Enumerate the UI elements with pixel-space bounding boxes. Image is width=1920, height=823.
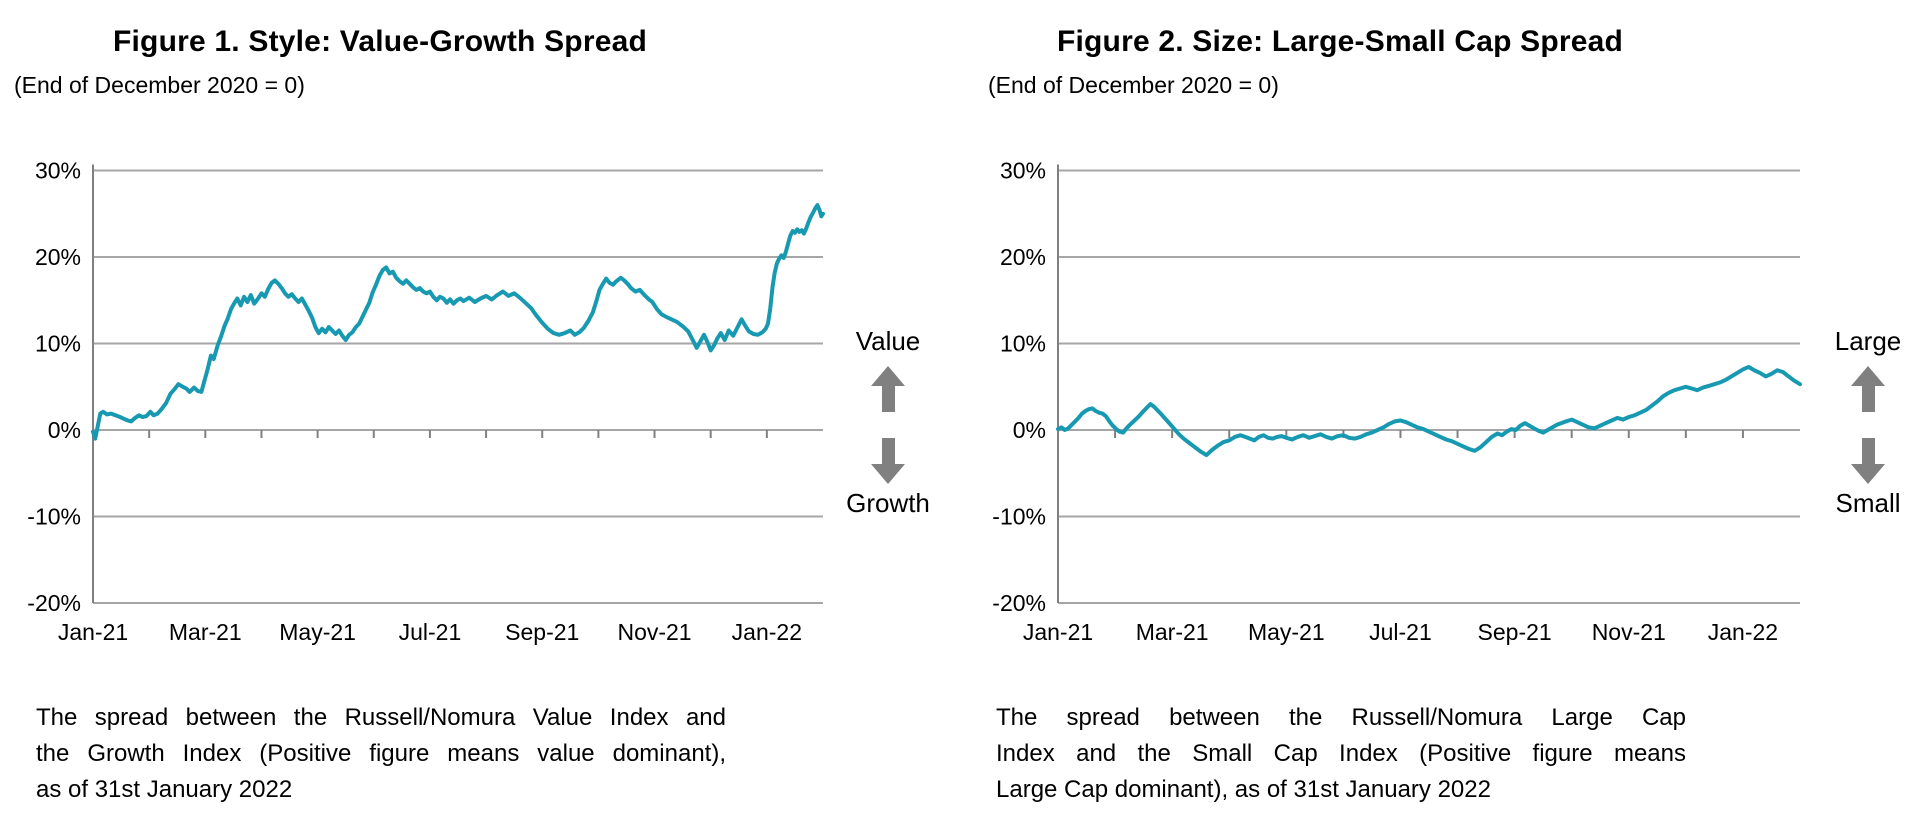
- y-axis-label: 0%: [1013, 417, 1046, 443]
- caption-line: as of 31st January 2022: [36, 776, 293, 803]
- small-direction-label: Small: [1835, 488, 1901, 518]
- x-axis-label: May-21: [279, 619, 356, 645]
- down-arrow-icon: [871, 438, 905, 484]
- figure-1-title: Figure 1. Style: Value-Growth Spread: [113, 25, 647, 59]
- x-axis-label: Nov-21: [617, 619, 691, 645]
- x-axis-label: Jan-21: [58, 619, 128, 645]
- y-axis-label: -10%: [27, 504, 81, 530]
- y-axis-label: 10%: [1000, 331, 1046, 357]
- y-axis-label: 30%: [1000, 158, 1046, 184]
- figure-2-subtitle: (End of December 2020 = 0): [988, 72, 1279, 98]
- x-axis-label: Sep-21: [505, 619, 579, 645]
- caption-line: The spread between the Russell/Nomura La…: [996, 704, 1686, 731]
- y-axis-label: -20%: [992, 590, 1046, 616]
- x-axis-label: Jan-22: [732, 619, 802, 645]
- caption-line: Index and the Small Cap Index (Positive …: [996, 740, 1686, 767]
- up-arrow-shaft: [881, 386, 895, 412]
- x-axis-label: May-21: [1248, 619, 1325, 645]
- y-axis-label: 10%: [35, 331, 81, 357]
- figure-1-caption: The spread between the Russell/Nomura Va…: [36, 700, 726, 808]
- x-axis-label: Jul-21: [1369, 619, 1432, 645]
- up-arrow-head: [871, 366, 905, 386]
- x-axis-label: Jan-22: [1708, 619, 1778, 645]
- caption-line: The spread between the Russell/Nomura Va…: [36, 704, 726, 731]
- figure-1-direction-labels: Value Growth: [826, 0, 950, 823]
- y-axis-label: 20%: [35, 244, 81, 270]
- up-arrow-icon: [1851, 366, 1885, 412]
- figure-1-subtitle: (End of December 2020 = 0): [14, 72, 305, 98]
- y-axis-label: -10%: [992, 504, 1046, 530]
- x-axis-label: Mar-21: [169, 619, 242, 645]
- value-growth-spread-chart: 30% 20% 10% 0% -10% -20% Jan-21 Mar-21 May-21 Jul…: [27, 158, 825, 645]
- y-axis-label: 0%: [48, 417, 81, 443]
- series-line: [1056, 364, 1802, 458]
- figure-2-large-small: Figure 2. Size: Large-Small Cap Spread (…: [960, 0, 1920, 823]
- up-arrow-icon: [871, 366, 905, 412]
- y-axis-label: -20%: [27, 590, 81, 616]
- down-arrow-head: [1851, 464, 1885, 484]
- y-axis-label: 30%: [35, 158, 81, 184]
- caption-line: the Growth Index (Positive figure means …: [36, 740, 726, 767]
- figure-1-value-growth: Figure 1. Style: Value-Growth Spread (En…: [14, 0, 950, 823]
- x-axis-label: Mar-21: [1136, 619, 1209, 645]
- series-line: [91, 203, 825, 441]
- down-arrow-head: [871, 464, 905, 484]
- figure-2-title: Figure 2. Size: Large-Small Cap Spread: [1056, 25, 1624, 59]
- figure-2-direction-labels: Large Small: [1806, 0, 1920, 823]
- growth-direction-label: Growth: [846, 488, 930, 518]
- large-direction-label: Large: [1834, 326, 1902, 356]
- large-small-cap-spread-chart: 30% 20% 10% 0% -10% -20% Jan-21 Mar-21 May-21 Jul…: [992, 158, 1802, 645]
- x-axis-label: Sep-21: [1478, 619, 1552, 645]
- down-arrow-shaft: [1861, 438, 1875, 464]
- y-axis-label: 20%: [1000, 244, 1046, 270]
- down-arrow-shaft: [881, 438, 895, 464]
- x-axis-label: Nov-21: [1592, 619, 1666, 645]
- up-arrow-shaft: [1861, 386, 1875, 412]
- caption-line: Large Cap dominant), as of 31st January …: [996, 776, 1491, 803]
- up-arrow-head: [1851, 366, 1885, 386]
- value-direction-label: Value: [855, 326, 921, 356]
- x-axis-label: Jul-21: [399, 619, 462, 645]
- figure-2-caption: The spread between the Russell/Nomura La…: [996, 700, 1686, 808]
- x-axis-label: Jan-21: [1023, 619, 1093, 645]
- down-arrow-icon: [1851, 438, 1885, 484]
